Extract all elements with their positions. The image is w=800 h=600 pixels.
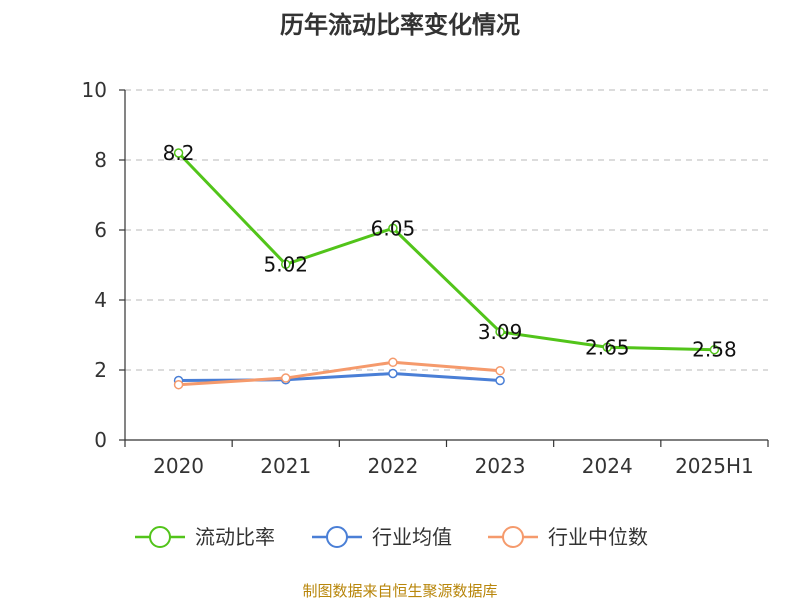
x-tick-label: 2021 xyxy=(260,454,311,478)
y-tick-label: 10 xyxy=(82,78,107,102)
data-point xyxy=(602,342,612,352)
data-label: 5.02 xyxy=(263,252,308,276)
legend: 流动比率 行业均值 行业中位数 xyxy=(135,525,648,549)
y-tick-label: 8 xyxy=(94,148,107,172)
y-tick-label: 6 xyxy=(94,218,107,242)
x-tick-label: 2020 xyxy=(153,454,204,478)
legend-label: 流动比率 xyxy=(195,525,275,549)
x-tick-label: 2022 xyxy=(367,454,418,478)
data-point xyxy=(173,148,184,158)
chart-title: 历年流动比率变化情况 xyxy=(280,11,520,39)
y-tick-label: 0 xyxy=(94,428,107,452)
legend-marker xyxy=(326,526,348,548)
source-note: 制图数据来自恒生聚源数据库 xyxy=(302,582,497,600)
series-line xyxy=(178,360,501,387)
data-point xyxy=(388,357,398,368)
grid-lines xyxy=(125,89,768,371)
data-labels: 8.2 5.02 6.05 3.09 2.65 2.58 xyxy=(163,141,737,362)
data-point xyxy=(388,368,398,379)
data-point xyxy=(173,379,184,390)
data-point xyxy=(495,365,505,376)
data-label: 2.58 xyxy=(692,338,737,362)
data-point xyxy=(709,344,720,355)
series-line xyxy=(177,151,715,352)
data-point xyxy=(281,259,291,270)
legend-marker xyxy=(502,526,524,548)
series-layer xyxy=(173,148,720,390)
x-tick-label: 2023 xyxy=(475,454,526,478)
data-point xyxy=(495,327,505,337)
data-point xyxy=(388,223,398,233)
series-line xyxy=(178,372,501,382)
y-tick-label: 2 xyxy=(94,358,107,382)
data-point xyxy=(281,373,291,383)
axes: 0 2 4 6 8 10 2020 2021 2022 2023 2024 2025H1 xyxy=(82,78,769,478)
data-label: 6.05 xyxy=(371,216,416,240)
data-point xyxy=(495,375,505,386)
data-label: 8.2 xyxy=(163,141,195,165)
legend-marker xyxy=(149,526,171,548)
legend-label: 行业中位数 xyxy=(548,525,648,549)
data-label: 3.09 xyxy=(478,320,523,344)
legend-label: 行业均值 xyxy=(372,525,452,549)
y-tick-label: 4 xyxy=(94,288,107,312)
x-tick-label: 2025H1 xyxy=(675,454,754,478)
x-tick-label: 2024 xyxy=(582,454,633,478)
data-label: 2.65 xyxy=(585,335,630,359)
